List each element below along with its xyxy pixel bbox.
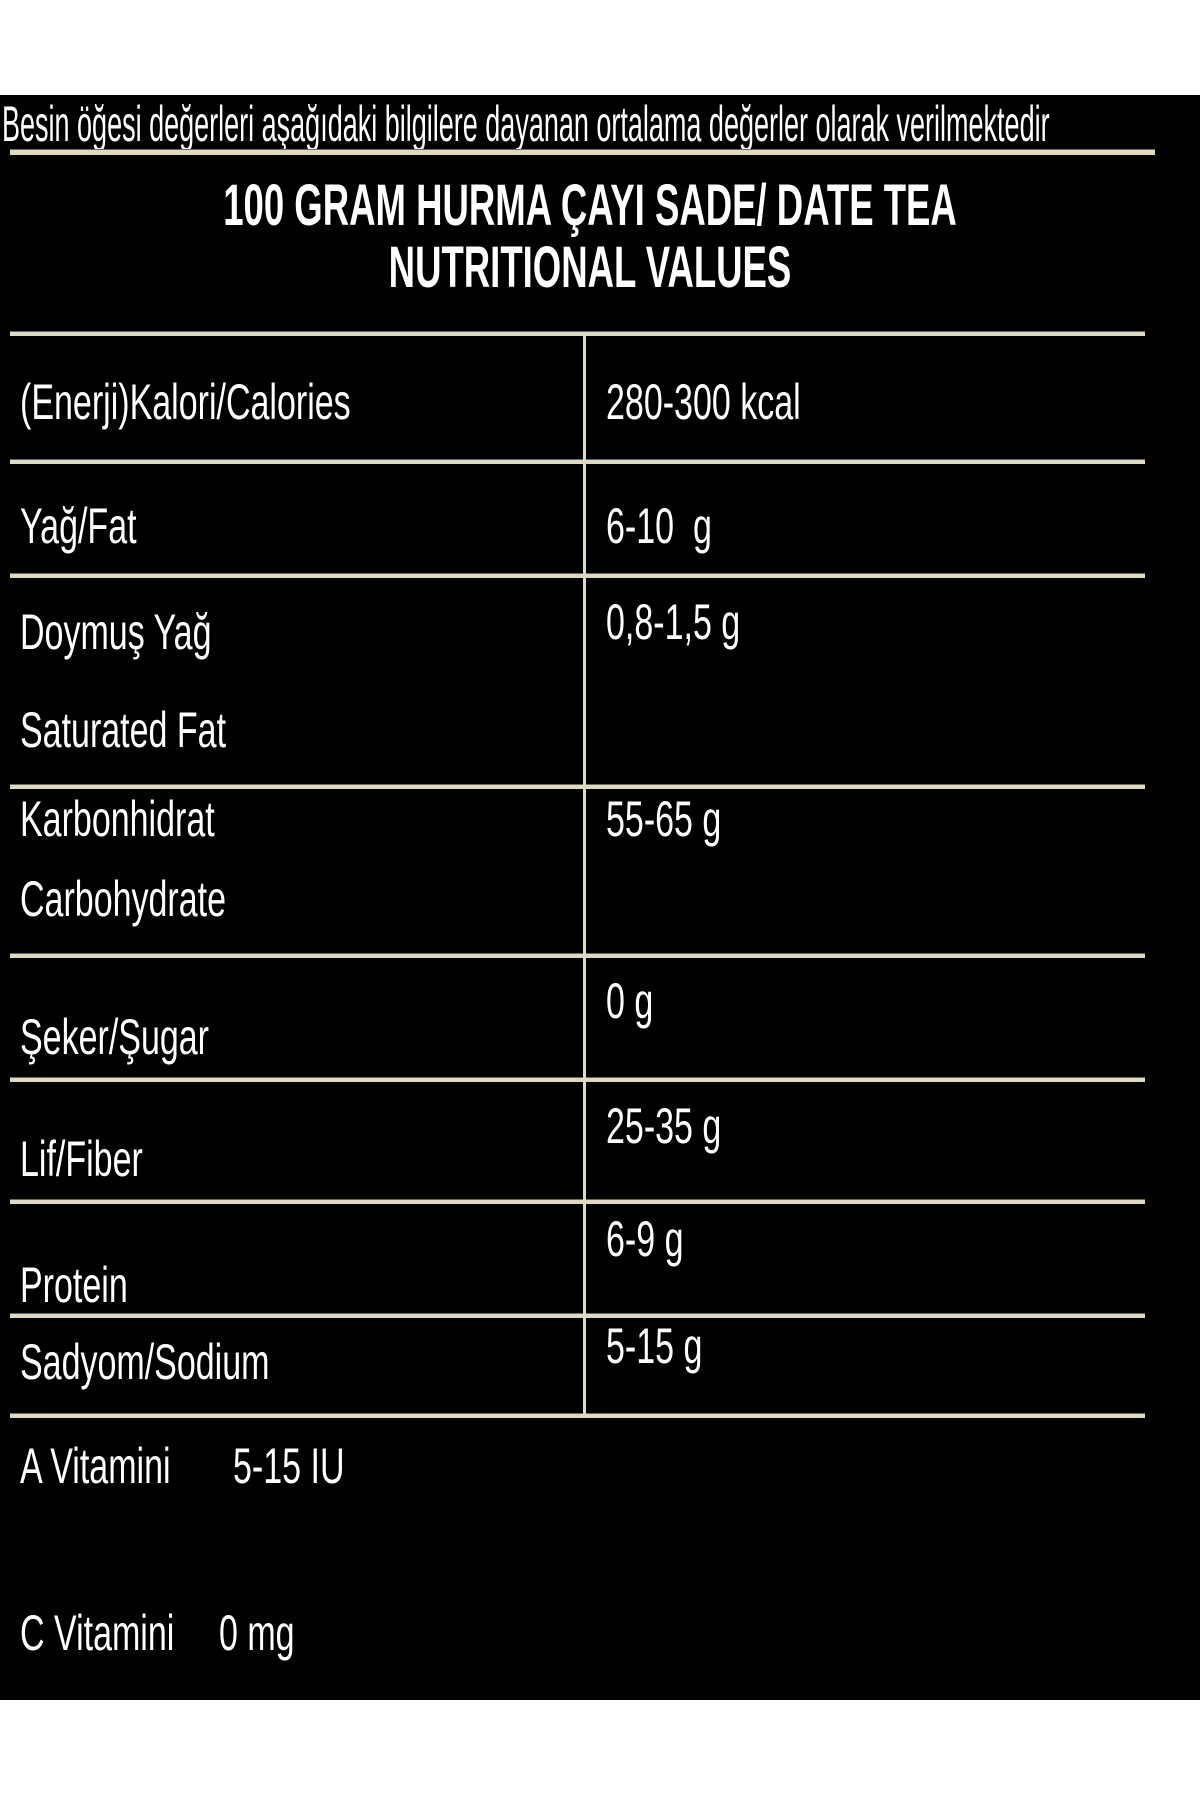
intro-underline [10, 150, 1155, 155]
row-label-sugar: Şeker/Şugar [20, 1009, 209, 1065]
row-value-sodium: 5-15 g [606, 1318, 703, 1374]
row-divider-6 [10, 1200, 1145, 1204]
vitamin-c-value: 0 mg [219, 1605, 295, 1661]
row-label-saturated-fat-en: Saturated Fat [20, 702, 227, 758]
row-value-calories: 280-300 kcal [606, 374, 801, 430]
column-divider [583, 332, 586, 1418]
row-label-sodium: Sadyom/Sodium [20, 1334, 270, 1390]
intro-note: Besin öğesi değerleri aşağıdaki bilgiler… [2, 96, 1050, 152]
row-divider-2 [10, 574, 1145, 578]
row-divider-5 [10, 1078, 1145, 1082]
row-label-saturated-fat-tr: Doymuş Yağ [20, 604, 212, 660]
row-label-carbohydrate-en: Carbohydrate [20, 871, 227, 927]
panel-subtitle: NUTRITIONAL VALUES [388, 235, 792, 300]
row-divider-7 [10, 1314, 1145, 1318]
row-divider-4 [10, 954, 1145, 958]
row-value-fat: 6-10 g [606, 498, 712, 554]
row-label-protein: Protein [20, 1257, 128, 1313]
row-label-fiber: Lif/Fiber [20, 1131, 143, 1187]
table-bottom-border [10, 1414, 1145, 1418]
vitamin-c-label: C Vitamini [20, 1605, 175, 1661]
table-top-border [10, 332, 1145, 336]
row-label-fat: Yağ/Fat [20, 498, 137, 554]
row-divider-1 [10, 460, 1145, 464]
row-label-carbohydrate-tr: Karbonhidrat [20, 791, 215, 847]
row-value-fiber: 25-35 g [606, 1098, 722, 1154]
row-value-protein: 6-9 g [606, 1211, 684, 1267]
row-label-calories: (Enerji)Kalori/Calories [20, 374, 351, 430]
row-divider-3 [10, 785, 1145, 789]
vitamin-a-label: A Vitamini [20, 1438, 171, 1494]
row-value-sugar: 0 g [606, 973, 654, 1029]
row-value-saturated-fat: 0,8-1,5 g [606, 594, 741, 650]
panel-title: 100 GRAM HURMA ÇAYI SADE/ DATE TEA [223, 173, 957, 238]
nutrition-panel: Besin öğesi değerleri aşağıdaki bilgiler… [0, 95, 1200, 1700]
vitamin-a-value: 5-15 IU [233, 1438, 345, 1494]
row-value-carbohydrate: 55-65 g [606, 791, 722, 847]
